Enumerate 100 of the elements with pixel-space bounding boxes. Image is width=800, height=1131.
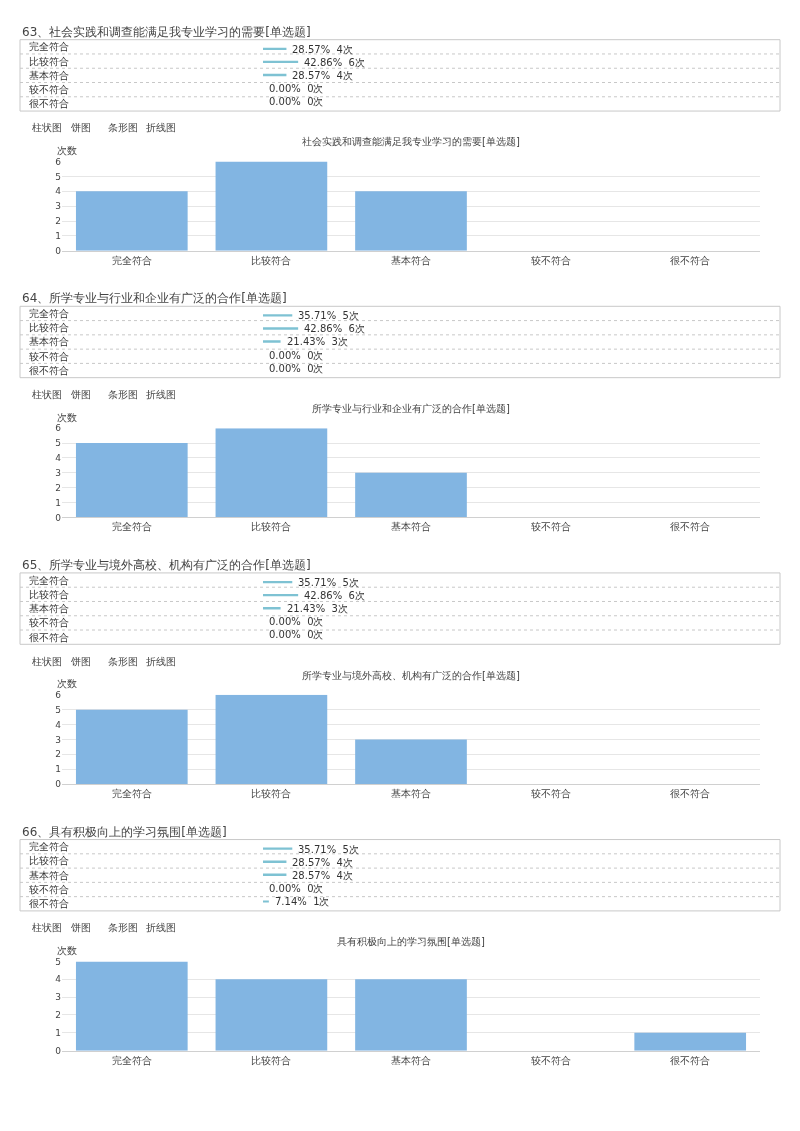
y-tick-label: 5	[55, 956, 61, 967]
text: 63、社会实践和调查能满足我专业学习的需要[单选题]	[22, 25, 311, 39]
y-tick-label: 6	[55, 690, 62, 700]
text: 条形图	[108, 389, 138, 400]
data-label: 35.71% 5次	[298, 577, 359, 588]
x-tick-label: 很不符合	[670, 521, 711, 533]
y-tick-label: 很不符合	[29, 365, 69, 376]
bar	[215, 428, 328, 518]
x-tick-label: 较不符合	[530, 254, 571, 266]
text: 64、所学专业与行业和企业有广泛的合作[单选题]	[22, 291, 287, 305]
bar	[215, 694, 328, 785]
y-tick-label: 1	[55, 497, 61, 508]
y-axis-title: 次数	[57, 412, 77, 423]
text: 条形图	[108, 656, 138, 667]
x-tick-label: 基本符合	[391, 788, 431, 800]
chart-title: 所学专业与境外高校、机构有广泛的合作[单选题]	[302, 670, 520, 681]
y-tick-label: 较不符合	[29, 617, 69, 628]
x-tick-label: 完全符合	[111, 788, 152, 800]
text: 饼图	[70, 122, 91, 133]
bar	[75, 961, 188, 1051]
x-tick-label: 比较符合	[251, 254, 292, 266]
y-tick-label: 基本符合	[29, 870, 69, 881]
y-tick-label: 较不符合	[29, 84, 69, 95]
y-tick-label: 0	[55, 779, 62, 790]
x-tick-label: 很不符合	[670, 788, 711, 800]
x-tick-label: 比较符合	[251, 1054, 292, 1066]
y-axis-title: 次数	[57, 945, 77, 956]
text: 柱状图	[32, 389, 62, 400]
y-tick-label: 较不符合	[29, 884, 69, 895]
text: 饼图	[70, 389, 91, 400]
y-tick-label: 很不符合	[29, 898, 69, 909]
x-tick-label: 很不符合	[670, 254, 711, 266]
data-label: 28.57% 4次	[292, 870, 353, 881]
data-label: 0.00% 0次	[269, 883, 324, 894]
bar	[355, 472, 467, 518]
bar	[355, 739, 467, 785]
y-tick-label: 完全符合	[29, 308, 69, 319]
y-tick-label: 5	[55, 704, 61, 715]
y-tick-label: 完全符合	[29, 575, 69, 586]
y-tick-label: 完全符合	[29, 41, 69, 52]
text: 65、所学专业与境外高校、机构有广泛的合作[单选题]	[22, 558, 311, 572]
x-tick-label: 完全符合	[111, 1054, 152, 1066]
y-tick-label: 6	[55, 423, 62, 434]
data-label: 35.71% 5次	[298, 844, 359, 855]
bar	[75, 709, 188, 785]
data-label: 0.00% 0次	[269, 96, 324, 107]
y-tick-label: 比较符合	[29, 589, 69, 600]
data-label: 0.00% 0次	[269, 363, 324, 374]
data-label: 0.00% 0次	[269, 350, 324, 361]
y-tick-label: 较不符合	[29, 351, 69, 362]
data-label: 0.00% 0次	[269, 629, 324, 640]
x-tick-label: 完全符合	[111, 254, 152, 266]
text: 条形图	[108, 922, 138, 933]
y-tick-label: 0	[55, 1045, 62, 1056]
y-tick-label: 3	[55, 201, 61, 212]
data-label: 35.71% 5次	[298, 310, 359, 321]
text: 66、具有积极向上的学习氛围[单选题]	[22, 825, 227, 839]
y-tick-label: 基本符合	[29, 603, 69, 614]
y-tick-label: 比较符合	[29, 56, 69, 67]
text: 饼图	[70, 922, 91, 933]
data-label: 28.57% 4次	[292, 70, 353, 81]
y-tick-label: 1	[55, 764, 61, 775]
y-tick-label: 完全符合	[29, 841, 69, 852]
y-tick-label: 很不符合	[29, 98, 69, 109]
chart-title: 社会实践和调查能满足我专业学习的需要[单选题]	[302, 136, 520, 147]
y-tick-label: 5	[55, 171, 61, 182]
y-tick-label: 3	[55, 992, 61, 1003]
y-tick-label: 很不符合	[29, 632, 69, 643]
data-label: 21.43% 3次	[287, 603, 348, 614]
y-tick-label: 4	[55, 186, 62, 197]
text: 柱状图	[32, 122, 62, 133]
y-tick-label: 4	[55, 453, 62, 464]
text: 折线图	[146, 389, 176, 400]
text: 饼图	[70, 656, 91, 667]
y-tick-label: 3	[55, 734, 61, 745]
y-tick-label: 5	[55, 438, 61, 449]
x-tick-label: 基本符合	[391, 254, 431, 266]
y-tick-label: 0	[55, 245, 62, 256]
data-label: 28.57% 4次	[292, 44, 353, 55]
text: 柱状图	[32, 922, 62, 933]
text: 柱状图	[32, 656, 62, 667]
y-tick-label: 4	[55, 719, 62, 730]
y-tick-label: 基本符合	[29, 70, 69, 81]
data-label: 42.86% 6次	[304, 590, 365, 601]
text: 折线图	[146, 922, 176, 933]
data-label: 42.86% 6次	[304, 323, 365, 334]
x-tick-label: 较不符合	[530, 788, 571, 800]
y-tick-label: 3	[55, 467, 61, 478]
y-tick-label: 0	[55, 512, 62, 523]
bar	[355, 979, 467, 1051]
data-label: 7.14% 1次	[275, 896, 330, 907]
y-axis-title: 次数	[57, 145, 77, 156]
data-label: 28.57% 4次	[292, 857, 353, 868]
y-tick-label: 2	[55, 482, 61, 493]
y-tick-label: 6	[55, 156, 62, 167]
y-tick-label: 2	[55, 749, 61, 760]
bar	[215, 979, 328, 1051]
data-label: 0.00% 0次	[269, 616, 324, 627]
y-tick-label: 基本符合	[29, 336, 69, 347]
x-tick-label: 基本符合	[391, 521, 431, 533]
